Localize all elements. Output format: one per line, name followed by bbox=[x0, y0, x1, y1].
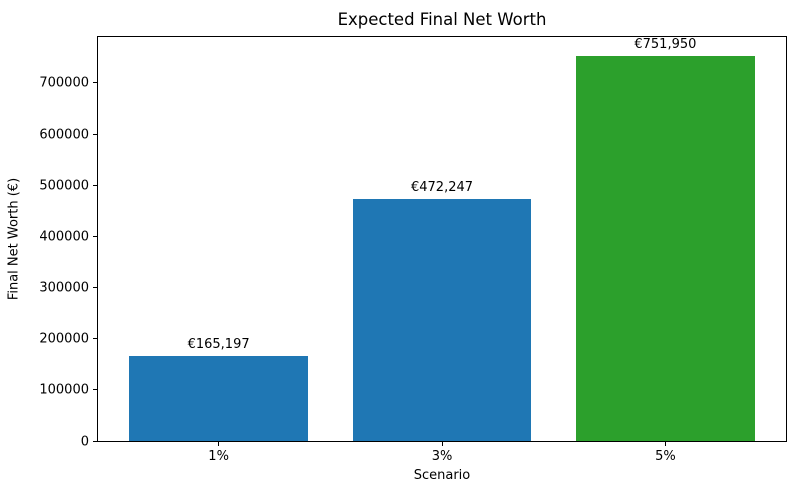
y-tick-label: 300000 bbox=[39, 280, 89, 296]
x-tick-mark bbox=[218, 442, 220, 446]
x-axis-label: Scenario bbox=[413, 468, 471, 483]
y-tick-label: 700000 bbox=[39, 75, 89, 91]
y-tick-mark bbox=[93, 440, 97, 442]
y-tick-mark bbox=[93, 287, 97, 288]
y-tick-mark bbox=[93, 184, 97, 186]
y-tick-mark bbox=[93, 82, 97, 84]
x-tick-label: 5% bbox=[655, 449, 676, 464]
bar-value-label: €165,197 bbox=[187, 337, 250, 353]
chart-title: Expected Final Net Worth bbox=[337, 10, 547, 29]
bar-3pct bbox=[352, 199, 532, 441]
y-tick-label: 0 bbox=[80, 434, 89, 449]
y-tick-label: 500000 bbox=[39, 178, 89, 194]
x-tick-mark bbox=[441, 442, 443, 446]
y-tick-mark bbox=[93, 389, 97, 391]
y-tick-label: 600000 bbox=[39, 127, 89, 142]
x-tick-label: 1% bbox=[208, 449, 229, 464]
x-tick-label: 3% bbox=[431, 449, 453, 464]
y-tick-label: 100000 bbox=[39, 382, 89, 398]
y-axis-label: Final Net Worth (€) bbox=[6, 177, 22, 301]
plot-area: 0 100000 200000 300000 400000 500000 600000 700… bbox=[39, 36, 787, 464]
bar-5pct bbox=[576, 56, 755, 441]
bar-1pct bbox=[129, 356, 308, 441]
bar-value-label: €472,247 bbox=[410, 180, 474, 196]
y-tick-mark bbox=[93, 133, 97, 135]
x-tick-mark bbox=[664, 442, 666, 446]
y-tick-mark bbox=[93, 235, 97, 237]
bar-value-label: €751,950 bbox=[634, 37, 697, 53]
y-tick-label: 400000 bbox=[39, 229, 89, 245]
y-tick-mark bbox=[93, 338, 97, 340]
y-tick-label: 200000 bbox=[39, 331, 89, 347]
